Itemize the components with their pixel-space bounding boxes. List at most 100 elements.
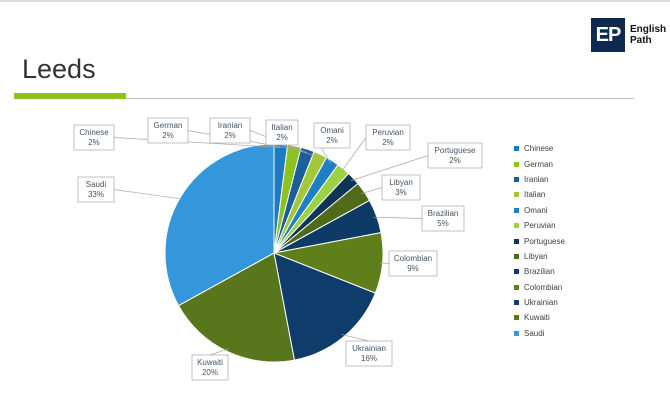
legend-swatch [514,207,519,213]
legend-label: Kuwaiti [524,313,550,323]
leader-line-italian [281,144,320,158]
data-label-name-brazilian: Brazilian [428,209,459,218]
title-accent-bar [14,93,126,99]
data-label-box-portuguese [427,142,483,169]
data-label-box-kuwaiti [191,354,229,381]
data-label-box-brazilian [421,205,465,232]
legend-item-saudi: Saudi [514,326,565,341]
legend-item-chinese: Chinese [514,141,565,156]
legend-label: Omani [524,205,548,215]
data-label-name-saudi: Saudi [86,180,107,189]
pie-slices [164,143,384,363]
legend-item-libyan: Libyan [514,249,565,264]
data-label-value-libyan: 3% [395,188,407,197]
data-label-name-iranian: Iranian [218,121,242,130]
title-underline [126,98,634,99]
data-label-name-ukrainian: Ukrainian [352,344,386,353]
legend-swatch [514,161,519,167]
legend-label: Saudi [524,328,545,338]
data-label-name-italian: Italian [271,123,292,132]
pie-slice-ukrainian [273,252,376,361]
legend-swatch [514,315,519,321]
data-label-value-german: 2% [162,131,174,140]
data-label-value-peruvian: 2% [382,138,394,147]
logo-line-2: Path [630,35,652,46]
data-label-value-iranian: 2% [224,131,236,140]
data-label-name-chinese: Chinese [79,128,109,137]
legend-swatch [514,223,519,229]
legend-label: Iranian [524,174,549,184]
data-label-box-chinese [73,124,115,151]
legend-swatch [514,253,519,259]
data-label-name-portuguese: Portuguese [435,146,476,155]
leader-line-libyan [361,187,383,194]
logo-line-1: English [630,24,667,35]
legend-swatch [514,284,519,290]
data-label-value-brazilian: 5% [437,219,449,228]
legend-item-german: German [514,156,565,171]
legend-swatch [514,146,519,152]
data-label-value-colombian: 9% [407,264,419,273]
data-label-value-italian: 2% [276,133,288,142]
data-label-value-saudi: 33% [88,190,104,199]
data-label-box-colombian [388,250,438,277]
data-label-name-peruvian: Peruvian [372,128,404,137]
data-label-box-german [147,117,189,144]
data-label-name-libyan: Libyan [389,178,413,187]
data-label-box-libyan [381,174,421,201]
legend-item-peruvian: Peruvian [514,218,565,233]
pie-slice-kuwaiti [177,252,296,363]
pie-slice-saudi [164,143,275,307]
english-path-logo: EP English Path [591,18,666,52]
leader-line-colombian [379,262,390,264]
legend-item-brazilian: Brazilian [514,264,565,279]
legend-label: Peruvian [524,221,556,231]
leader-line-chinese [113,137,281,148]
data-label-name-kuwaiti: Kuwaiti [197,358,223,367]
leader-line-saudi [113,189,184,200]
legend-label: Colombian [524,282,563,292]
data-label-name-omani: Omani [320,126,344,135]
chart-legend: Chinese German Iranian Italian Omani Peruvian… [514,141,565,341]
legend-swatch [514,238,519,244]
legend-swatch [514,192,519,198]
data-label-value-portuguese: 2% [449,156,461,165]
leader-line-ukrainian [341,334,370,342]
page-title: Leeds [22,54,96,84]
data-label-value-chinese: 2% [88,138,100,147]
data-label-name-colombian: Colombian [394,254,432,263]
data-label-box-peruvian [365,124,411,151]
logo-text: English Path [630,24,666,46]
data-label-box-italian [265,119,299,146]
data-label-box-ukrainian [345,340,393,367]
top-rule [0,0,670,2]
legend-item-ukrainian: Ukrainian [514,295,565,310]
data-label-value-kuwaiti: 20% [202,368,218,377]
legend-label: German [524,159,553,169]
legend-item-iranian: Iranian [514,172,565,187]
legend-label: Libyan [524,251,548,261]
leader-line-peruvian [341,137,367,172]
data-label-name-german: German [154,121,183,130]
legend-item-kuwaiti: Kuwaiti [514,310,565,325]
pie-labels: Chinese2%German2%Iranian2%Italian2%Omani… [73,117,483,381]
logo-mark: EP [591,18,625,52]
legend-item-italian: Italian [514,187,565,202]
legend-swatch [514,330,519,336]
legend-item-colombian: Colombian [514,280,565,295]
legend-item-omani: Omani [514,203,565,218]
data-label-box-saudi [77,176,115,203]
data-label-box-iranian [209,117,251,144]
legend-swatch [514,176,519,182]
data-label-box-omani [313,122,351,149]
legend-item-portuguese: Portuguese [514,233,565,248]
legend-label: Italian [524,190,546,200]
legend-swatch [514,269,519,275]
data-label-value-ukrainian: 16% [361,354,377,363]
data-label-value-omani: 2% [326,136,338,145]
legend-label: Ukrainian [524,298,558,308]
leader-line-brazilian [373,216,423,219]
legend-label: Chinese [524,144,554,154]
leader-line-portuguese [350,155,429,181]
